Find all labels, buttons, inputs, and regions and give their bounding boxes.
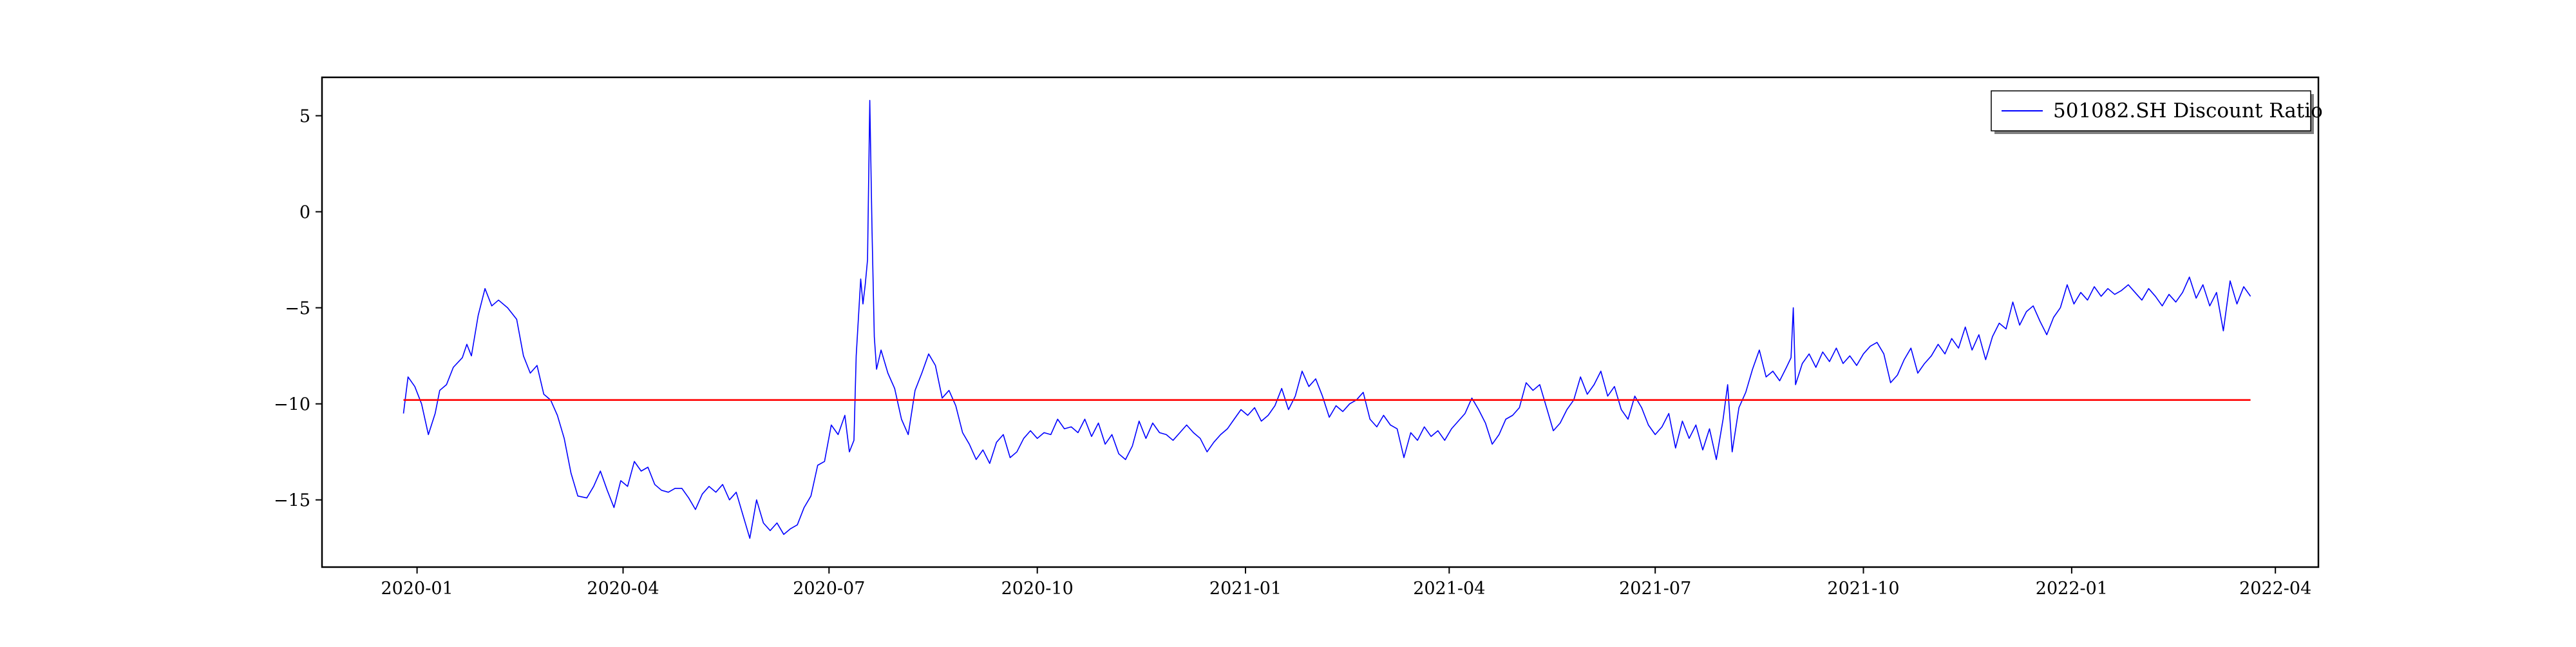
y-axis: 5 0 −5 −10 −15 bbox=[274, 107, 322, 511]
x-tick-label: 2020-04 bbox=[587, 579, 659, 599]
legend-box bbox=[1991, 90, 2311, 131]
x-tick-label: 2021-10 bbox=[1827, 579, 1899, 599]
x-tick-label: 2021-07 bbox=[1619, 579, 1691, 599]
y-tick-label: 5 bbox=[299, 107, 310, 127]
x-tick-label: 2020-10 bbox=[1001, 579, 1074, 599]
y-tick-label: 0 bbox=[299, 203, 310, 223]
x-tick-label: 2020-01 bbox=[381, 579, 453, 599]
y-tick-label: −10 bbox=[274, 395, 310, 415]
y-tick-label: −5 bbox=[285, 299, 310, 319]
x-tick-label: 2021-01 bbox=[1209, 579, 1282, 599]
legend-label-discount-ratio: 501082.SH Discount Ratio bbox=[2053, 99, 2323, 122]
x-tick-label: 2022-01 bbox=[2036, 579, 2108, 599]
y-tick-label: −15 bbox=[274, 491, 310, 511]
series-line-discount-ratio bbox=[402, 100, 2251, 539]
plot-area-frame bbox=[321, 76, 2320, 568]
x-tick-label: 2022-04 bbox=[2239, 579, 2311, 599]
x-axis: 2020-01 2020-04 2020-07 2020-10 2021-01 2021-… bbox=[381, 567, 2311, 599]
legend: 501082.SH Discount Ratio bbox=[1991, 90, 2323, 134]
series-layer bbox=[402, 100, 2251, 539]
x-tick-label: 2021-04 bbox=[1413, 579, 1485, 599]
x-tick-label: 2020-07 bbox=[793, 579, 865, 599]
